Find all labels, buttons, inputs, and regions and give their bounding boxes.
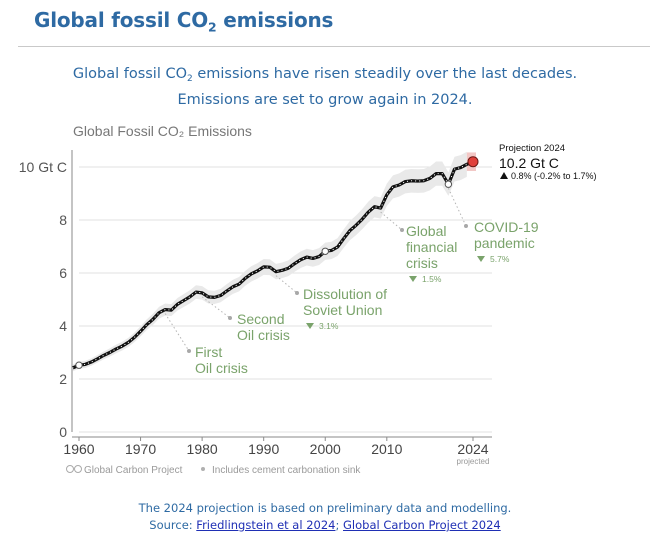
annotation-down-arrow	[409, 276, 417, 282]
x-tick-label: 2000	[310, 441, 341, 457]
emissions-series-line	[72, 162, 468, 370]
annotation-label: pandemic	[474, 235, 535, 251]
slide-title-main: Global fossil CO	[34, 8, 209, 32]
projection-point	[467, 156, 479, 168]
slide-title-subscript: 2	[208, 19, 217, 35]
annotation-label: Oil crisis	[237, 327, 290, 343]
annotation-label: financial	[406, 239, 457, 255]
annotation-leader	[275, 275, 298, 294]
subtitle-line1-subscript: 2	[187, 74, 193, 85]
y-tick-label: 6	[59, 265, 67, 281]
annotation-dot	[464, 224, 468, 228]
legend-marker-text: Includes cement carbonation sink	[212, 465, 361, 476]
annotation-change-label: 1.5%	[422, 274, 442, 284]
annotation-label: Second	[237, 311, 284, 327]
annotation-leader	[201, 296, 231, 319]
annotation-label: crisis	[406, 255, 438, 271]
annotation-dot	[400, 228, 404, 232]
friedlingstein-link[interactable]: Friedlingstein et al 2024	[196, 518, 336, 532]
annotation-leader	[447, 188, 467, 227]
annotation-label: COVID-19	[474, 219, 539, 235]
annotation-label: Soviet Union	[303, 302, 382, 318]
projection-up-arrow	[500, 172, 508, 179]
annotation-label: First	[195, 344, 222, 360]
annotation-leader	[380, 211, 403, 231]
x-tick-label: 2010	[371, 441, 402, 457]
uncertainty-band	[72, 151, 467, 372]
subtitle-line2: Emissions are set to grow again in 2024.	[177, 92, 473, 109]
annotation-label: Dissolution of	[303, 286, 387, 302]
gcp-icon	[66, 465, 74, 473]
x-tick-label: 1980	[187, 441, 218, 457]
open-marker	[444, 180, 453, 188]
x-tick-label: 2024	[457, 441, 488, 457]
footnote-line1: The 2024 projection is based on prelimin…	[138, 501, 512, 515]
legend-source-text: Global Carbon Project	[84, 465, 183, 476]
projection-change-label: 0.8% (-0.2% to 1.7%)	[511, 171, 597, 181]
annotation-leader	[164, 313, 190, 352]
projection-value-label: 10.2 Gt C	[499, 155, 559, 171]
y-tick-label: 8	[59, 212, 67, 228]
annotation-down-arrow	[477, 256, 485, 262]
y-tick-label: 4	[59, 318, 67, 334]
annotation-change-label: 3.1%	[319, 321, 339, 331]
subtitle-line1-post: emissions have risen steadily over the l…	[192, 66, 578, 82]
open-marker	[321, 247, 329, 255]
annotation-label: Oil crisis	[195, 360, 248, 376]
subtitle-line1-pre: Global fossil CO	[72, 66, 188, 82]
footnote-source-line: Source: Friedlingstein et al 2024; Globa…	[0, 517, 650, 534]
slide-footnote: The 2024 projection is based on prelimin…	[0, 500, 650, 534]
title-divider	[18, 46, 650, 47]
slide-title-end: emissions	[216, 8, 334, 32]
open-marker	[75, 361, 83, 369]
legend-marker-dot	[201, 467, 205, 471]
gcp-icon	[74, 465, 82, 473]
footnote-separator: ;	[335, 518, 344, 532]
annotation-change-label: 5.7%	[490, 254, 510, 264]
annotation-label: Global	[406, 223, 446, 239]
x-tick-label: 1990	[248, 441, 279, 457]
global-carbon-project-link[interactable]: Global Carbon Project 2024	[343, 518, 501, 532]
y-tick-label: 2	[59, 371, 67, 387]
annotation-dot	[187, 349, 191, 353]
slide-subtitle: Global fossil CO2 emissions have risen s…	[0, 64, 650, 111]
annotation-down-arrow	[306, 323, 314, 329]
y-tick-label: 10 Gt C	[19, 159, 67, 175]
projection-label: Projection 2024	[499, 143, 565, 154]
slide-title: Global fossil CO2 emissions	[34, 8, 333, 34]
footnote-source-prefix: Source:	[149, 518, 197, 532]
x-tick-label: 1970	[125, 441, 156, 457]
chart-title: Global Fossil CO₂ Emissions	[73, 123, 252, 139]
x-tick-sublabel: projected	[457, 457, 490, 466]
x-tick-label: 1960	[63, 441, 94, 457]
y-tick-label: 0	[59, 424, 67, 440]
annotation-dot	[295, 291, 299, 295]
annotation-dot	[228, 316, 232, 320]
